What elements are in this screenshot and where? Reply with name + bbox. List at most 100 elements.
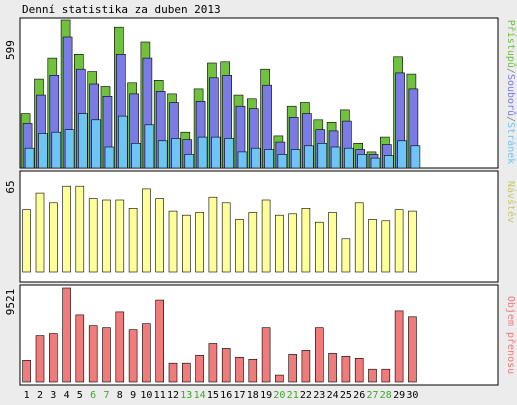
bar-volume-day-28 xyxy=(381,368,391,383)
bar-visits-day-28 xyxy=(381,220,391,273)
bar-pages-day-14 xyxy=(197,136,208,169)
legend-files: Souborů xyxy=(505,74,517,116)
bar-pages-day-17 xyxy=(237,151,248,169)
panel-traffic-bars xyxy=(20,19,421,169)
bar-volume-day-18 xyxy=(248,358,258,383)
bar-pages-day-26 xyxy=(357,154,368,169)
chart-title: Denní statistika za duben 2013 xyxy=(22,3,221,16)
bar-visits-day-29 xyxy=(394,209,404,273)
bar-volume-day-1 xyxy=(22,359,31,383)
bar-volume-day-3 xyxy=(48,333,58,383)
bar-visits-day-25 xyxy=(341,238,351,273)
bar-visits-day-12 xyxy=(168,210,178,273)
x-label-day-17: 17 xyxy=(233,390,245,401)
x-label-day-14: 14 xyxy=(194,390,206,401)
bar-visits-day-21 xyxy=(288,213,298,273)
x-label-day-27: 27 xyxy=(366,390,378,401)
bar-visits-day-17 xyxy=(235,219,244,273)
bar-visits-day-10 xyxy=(142,188,151,273)
x-label-day-25: 25 xyxy=(340,390,352,401)
bar-visits-day-6 xyxy=(88,198,98,273)
x-label-day-4: 4 xyxy=(64,390,70,401)
bar-pages-day-2 xyxy=(38,133,48,169)
bar-pages-day-7 xyxy=(104,146,115,169)
bar-pages-day-10 xyxy=(144,124,155,169)
x-label-day-15: 15 xyxy=(207,390,219,401)
bar-pages-day-20 xyxy=(277,154,288,169)
bar-visits-day-8 xyxy=(115,199,125,273)
bar-pages-day-1 xyxy=(24,147,35,169)
bar-pages-day-19 xyxy=(264,149,274,169)
bar-visits-day-3 xyxy=(48,202,58,273)
x-label-day-20: 20 xyxy=(273,390,285,401)
x-label-day-28: 28 xyxy=(380,390,392,401)
bar-pages-day-15 xyxy=(211,136,221,169)
bar-volume-day-2 xyxy=(35,335,45,383)
bar-visits-day-4 xyxy=(62,185,71,273)
x-label-day-7: 7 xyxy=(103,390,109,401)
legend-sep2: / xyxy=(505,116,516,122)
legend-pages: Stránek xyxy=(505,122,517,164)
bar-volume-day-26 xyxy=(354,357,364,383)
bar-pages-day-25 xyxy=(344,147,354,169)
bar-visits-day-9 xyxy=(128,208,138,273)
bar-visits-day-14 xyxy=(195,212,204,273)
x-label-day-8: 8 xyxy=(117,390,123,401)
bar-volume-day-10 xyxy=(142,323,151,383)
x-label-day-6: 6 xyxy=(90,390,96,401)
x-label-day-22: 22 xyxy=(300,390,312,401)
panel-visits-bars xyxy=(22,185,417,273)
bar-pages-day-13 xyxy=(184,154,195,169)
bar-volume-day-27 xyxy=(368,368,377,383)
bar-volume-day-23 xyxy=(314,327,324,383)
bar-pages-day-18 xyxy=(251,147,261,169)
bar-pages-day-3 xyxy=(51,131,62,169)
bar-volume-day-6 xyxy=(88,325,98,383)
bar-visits-day-7 xyxy=(102,199,111,273)
bar-visits-day-24 xyxy=(328,212,337,273)
bar-volume-day-7 xyxy=(102,327,111,383)
panel-visits xyxy=(19,170,499,283)
bar-visits-day-15 xyxy=(208,196,218,273)
bar-pages-day-22 xyxy=(304,145,314,169)
x-label-day-29: 29 xyxy=(393,390,405,401)
bar-volume-day-14 xyxy=(195,354,204,383)
legend-visits: Návštěv xyxy=(505,181,517,223)
bar-pages-day-24 xyxy=(330,146,341,169)
x-label-day-16: 16 xyxy=(220,390,232,401)
bar-volume-day-21 xyxy=(288,354,298,383)
bar-pages-day-27 xyxy=(370,157,381,169)
bar-visits-day-2 xyxy=(35,192,45,273)
bar-volume-day-4 xyxy=(62,287,71,383)
x-label-day-9: 9 xyxy=(130,390,136,401)
x-label-day-12: 12 xyxy=(167,390,179,401)
panel-volume xyxy=(19,284,499,386)
panel-visits-ymax: 65 xyxy=(4,180,17,193)
bar-volume-day-9 xyxy=(128,329,138,383)
x-label-day-10: 10 xyxy=(140,390,152,401)
x-label-day-3: 3 xyxy=(50,390,56,401)
bar-visits-day-19 xyxy=(261,199,271,273)
bar-volume-day-22 xyxy=(301,350,311,383)
bar-visits-day-5 xyxy=(75,185,85,273)
bar-visits-day-30 xyxy=(408,210,417,273)
bar-volume-day-8 xyxy=(115,311,125,383)
bar-visits-day-23 xyxy=(314,221,324,273)
panel-traffic-ymax: 599 xyxy=(4,40,17,60)
bar-volume-day-11 xyxy=(155,299,164,383)
x-label-day-18: 18 xyxy=(247,390,259,401)
bar-visits-day-16 xyxy=(221,202,231,273)
x-label-day-11: 11 xyxy=(154,390,166,401)
bar-volume-day-25 xyxy=(341,355,351,383)
bar-visits-day-22 xyxy=(301,208,311,273)
bar-pages-day-9 xyxy=(131,143,141,169)
bar-volume-day-16 xyxy=(221,348,231,383)
bar-volume-day-15 xyxy=(208,343,218,383)
panel-volume-bars xyxy=(22,287,417,383)
bar-volume-day-13 xyxy=(182,362,191,383)
x-label-day-13: 13 xyxy=(180,390,192,401)
x-label-day-24: 24 xyxy=(327,390,339,401)
bar-visits-day-18 xyxy=(248,212,258,273)
x-label-day-21: 21 xyxy=(287,390,299,401)
